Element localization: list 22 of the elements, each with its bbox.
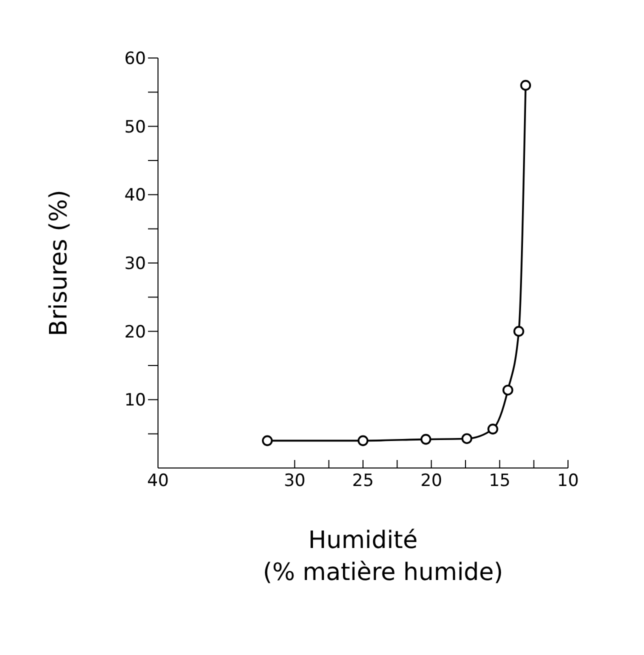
y-tick-label: 40 — [124, 186, 146, 206]
x-axis-title: Humidité (% matière humide) — [262, 526, 504, 586]
point — [520, 80, 532, 91]
x-tick-label: 30 — [284, 471, 306, 492]
x-tick-label: 20 — [420, 471, 442, 492]
point — [358, 435, 368, 446]
point — [420, 434, 432, 445]
point — [513, 326, 524, 337]
point — [487, 424, 498, 434]
y-axis-title: Brisures (%) — [44, 190, 73, 336]
y-tick-label: 60 — [124, 49, 146, 70]
y-tick-label: 50 — [124, 117, 146, 138]
y-tick-label: 30 — [124, 254, 146, 274]
point — [502, 384, 514, 396]
y-tick-label: 20 — [124, 322, 146, 342]
x-tick-label: 40 — [147, 471, 169, 492]
y-tick-label: 10 — [124, 390, 146, 411]
x-tick-label: 15 — [488, 471, 510, 492]
x-tick-label: 25 — [352, 471, 374, 492]
point — [461, 433, 472, 444]
x-tick-label: 10 — [557, 471, 579, 492]
point — [262, 435, 273, 446]
